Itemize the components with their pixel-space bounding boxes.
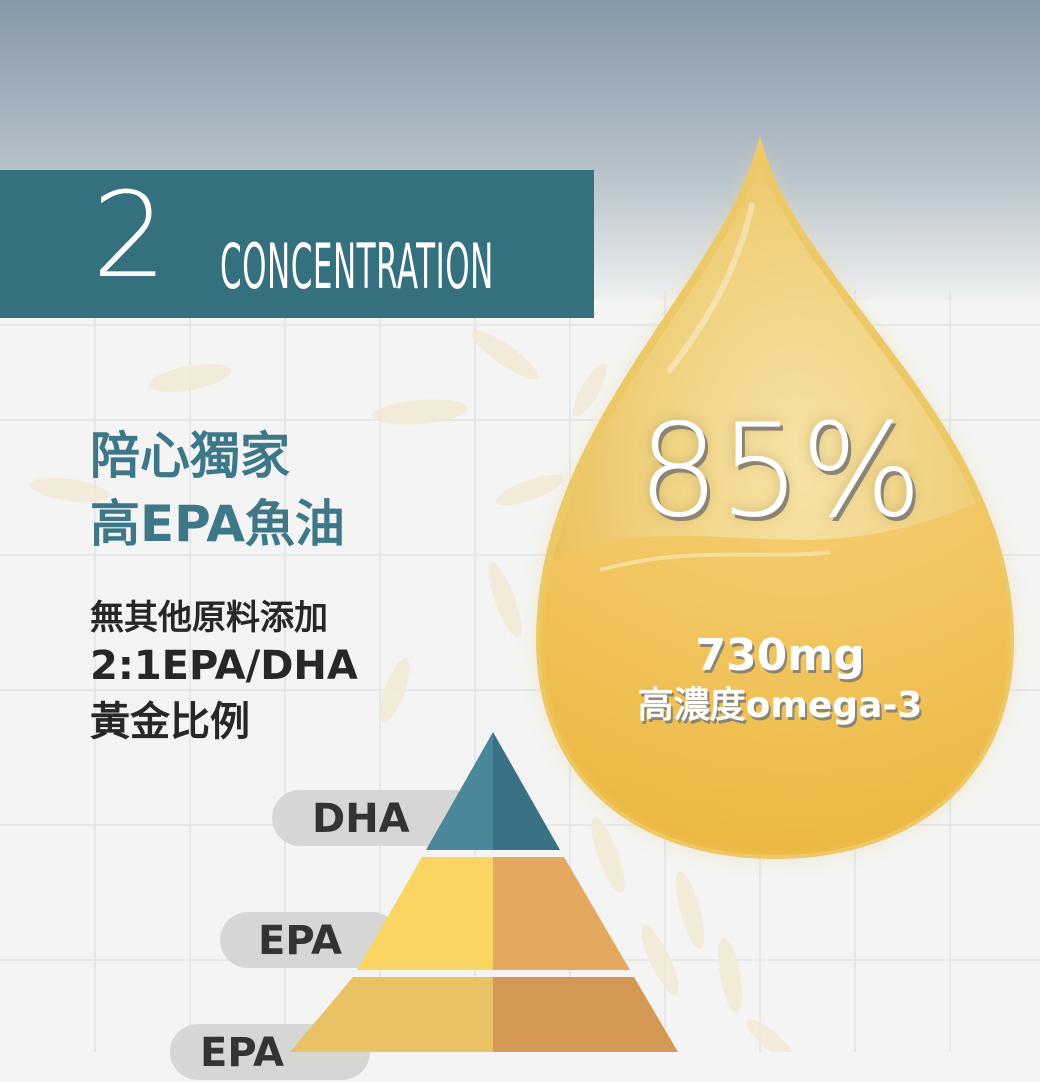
pyramid-top-left	[426, 732, 493, 850]
pyramid-label-dha-text: DHA	[312, 796, 410, 842]
feature-list: 無其他原料添加 2:1EPA/DHA 黃金比例	[90, 598, 358, 750]
ratio-pyramid	[290, 732, 678, 1052]
omega3-amount: 730mg	[695, 630, 865, 681]
concentration-percent: 85%	[637, 397, 923, 546]
feature-no-additives: 無其他原料添加	[90, 598, 328, 638]
feature-ratio: 2:1EPA/DHA	[90, 643, 358, 689]
omega3-description: 高濃度omega-3	[637, 685, 923, 726]
pyramid-mid-right	[493, 857, 630, 970]
title-banner	[0, 170, 594, 318]
headline: 陪心獨家 高EPA魚油	[90, 422, 345, 558]
feature-golden-ratio: 黃金比例	[90, 699, 250, 745]
section-title: CONCENTRATION	[220, 230, 494, 303]
section-number: 2	[92, 166, 167, 304]
headline-line-2: 高EPA魚油	[90, 495, 345, 553]
pyramid-bottom-right	[493, 977, 678, 1052]
fish-silhouettes	[30, 330, 794, 1052]
headline-line-1: 陪心獨家	[90, 427, 290, 485]
pyramid-bottom-left	[290, 977, 493, 1052]
oil-drop-icon	[535, 135, 1015, 860]
pyramid-mid-left	[357, 857, 493, 970]
pyramid-top-right	[493, 732, 560, 850]
pyramid-label-epa-mid-text: EPA	[258, 918, 342, 964]
